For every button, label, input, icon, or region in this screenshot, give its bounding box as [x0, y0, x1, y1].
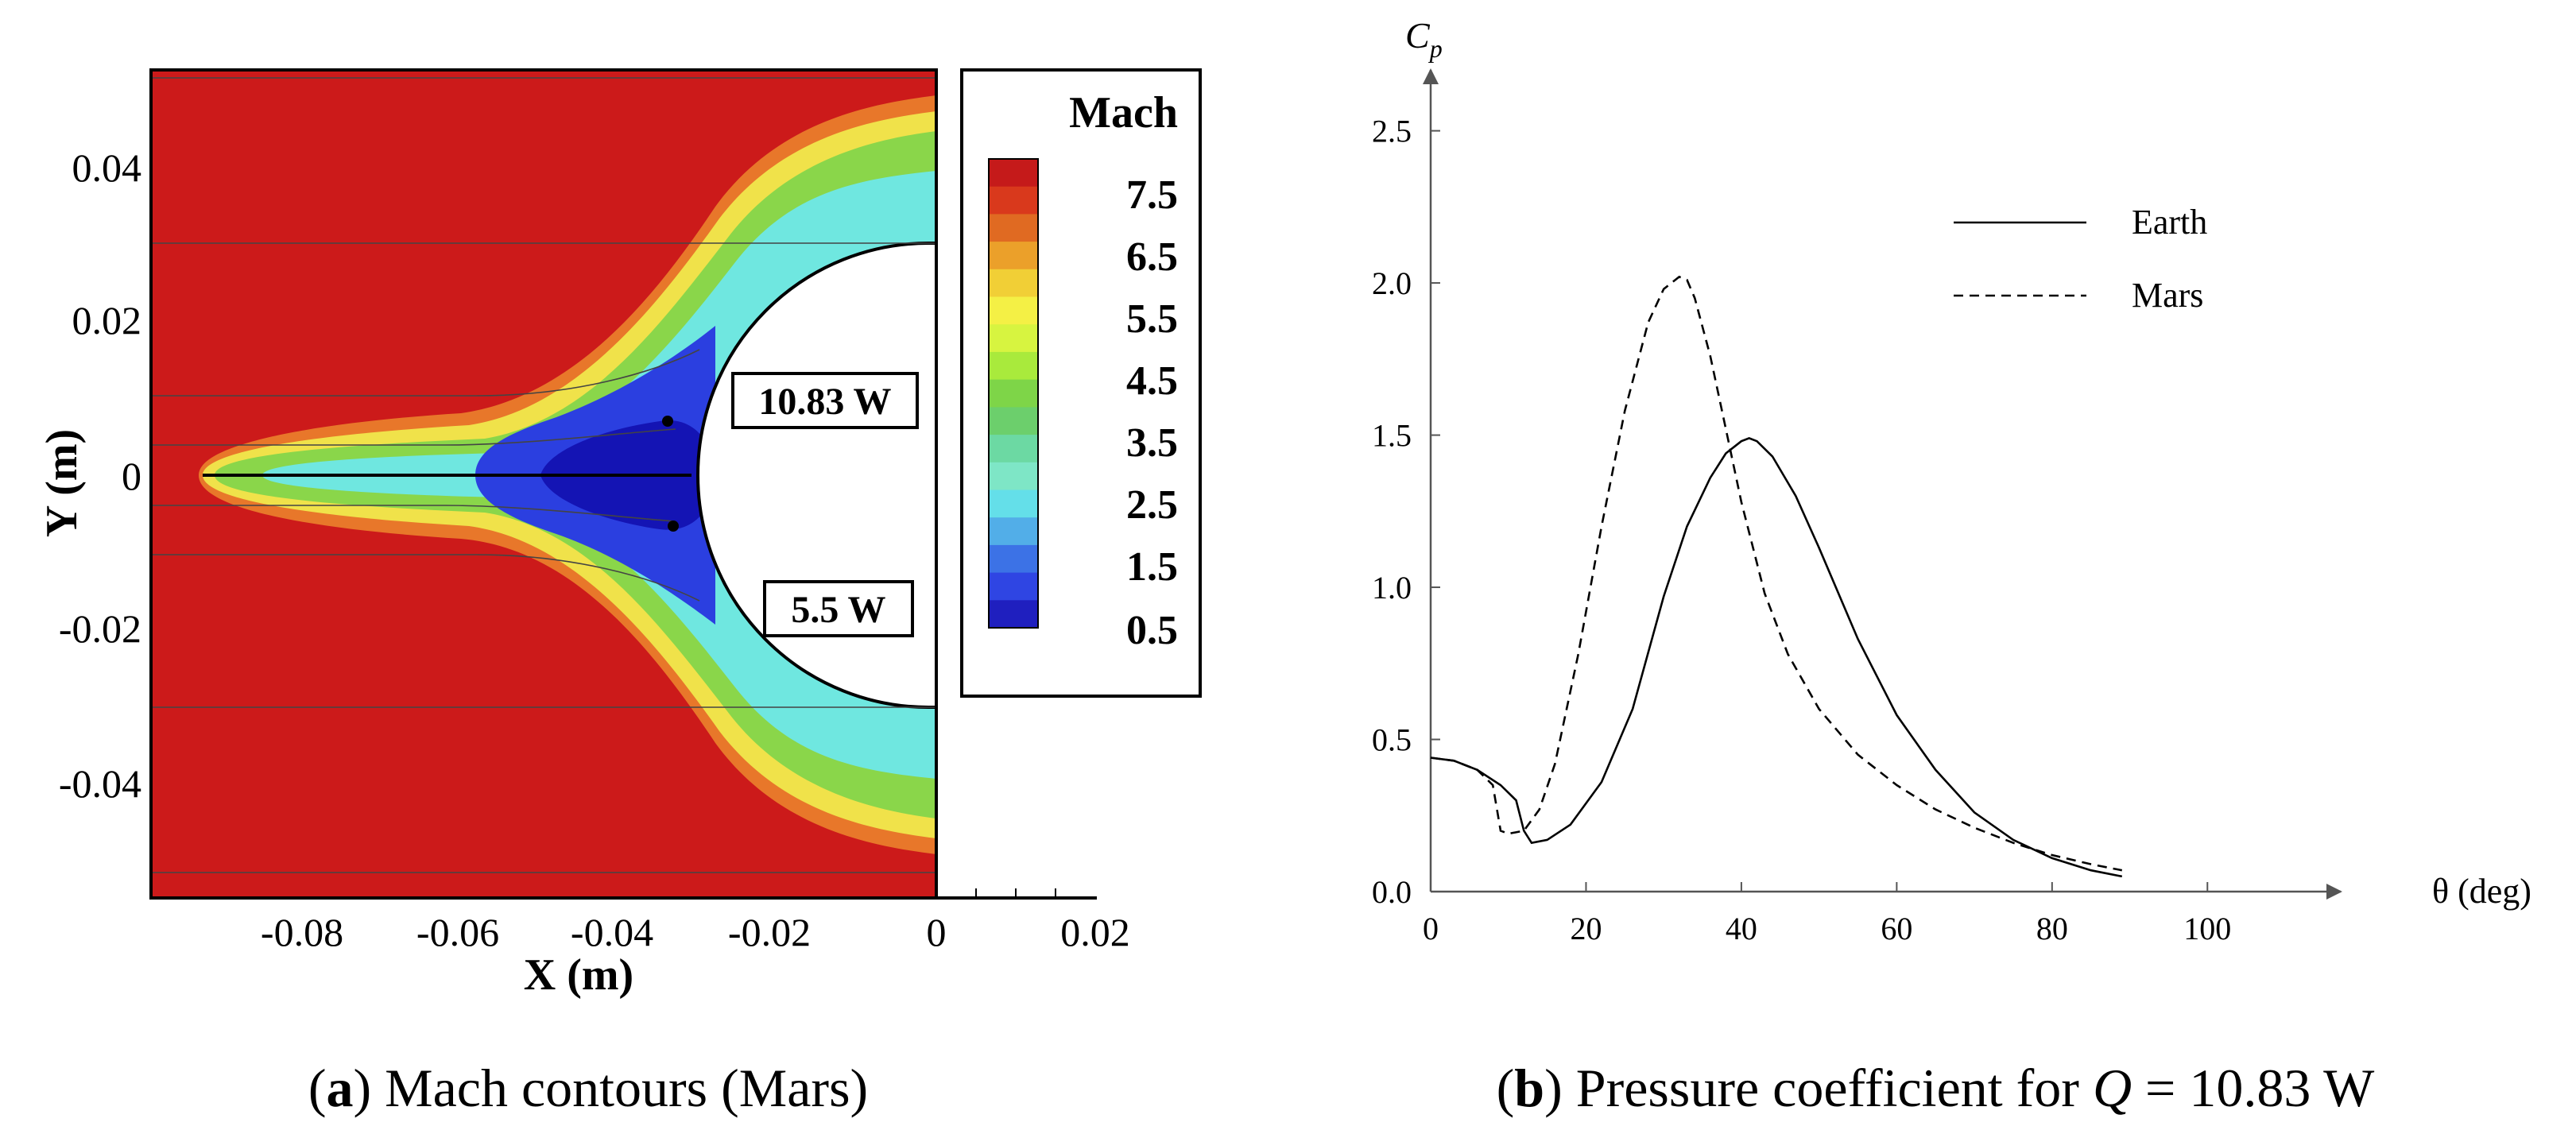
caption-b-value: = 10.83 W	[2145, 1058, 2375, 1118]
legend-label: 3.5	[1126, 420, 1178, 466]
panel-a-contour-plot: 0.04 0.02 0 -0.02 -0.04 -0.08 -0.06 -0.0…	[37, 68, 1202, 1000]
caption-b-var: Q	[2093, 1058, 2132, 1118]
panel-a-y-axis-label: Y (m)	[37, 429, 87, 537]
caption-b: (b) Pressure coefficient for Q = 10.83 W	[1497, 1058, 2376, 1118]
legend-label: 5.5	[1126, 296, 1178, 342]
minor-tick-marks	[975, 888, 1056, 898]
legend-label: 7.5	[1126, 172, 1178, 218]
panel-b-series	[1430, 275, 2123, 878]
y-tick-label: 2.5	[1372, 114, 1412, 149]
y-tick-label: 0	[122, 454, 141, 498]
legend-swatches	[988, 158, 1039, 629]
x-tick-label: -0.08	[261, 910, 343, 954]
legend-swatch	[989, 462, 1038, 491]
contour-field	[151, 70, 936, 898]
panel-b-ticks: 0 20 40 60 80 100 0.0 0.5 1.0 1.5 2.0 2.5	[1372, 114, 2231, 946]
legend-swatch	[989, 517, 1038, 546]
legend-swatch	[989, 242, 1038, 270]
legend-swatch	[989, 351, 1038, 381]
panel-b-line-chart: 0 20 40 60 80 100 0.0 0.5 1.0 1.5 2.0 2.5 Cp θ (deg…	[1372, 15, 2531, 946]
y-tick-label: 1.5	[1372, 418, 1412, 454]
legend-swatch	[989, 324, 1038, 353]
streamlines	[151, 77, 936, 873]
heater-dot-lower	[668, 520, 679, 532]
y-axis-label: Cp	[1405, 15, 1443, 63]
x-tick-label: -0.04	[571, 910, 653, 954]
plot-frame	[149, 68, 938, 900]
annotation-lower-text: 5.5 W	[791, 589, 885, 631]
legend-swatch	[989, 214, 1038, 242]
annotation-lower-box: 5.5 W	[763, 580, 914, 637]
streamline	[151, 554, 700, 602]
x-tick-label: 0	[1423, 911, 1439, 946]
caption-b-text: Pressure coefficient for	[1576, 1058, 2080, 1118]
caption-a-letter: a	[326, 1058, 353, 1118]
annotation-upper-text: 10.83 W	[758, 381, 891, 423]
legend-swatch	[989, 296, 1038, 325]
legend-label-earth: Earth	[2132, 203, 2207, 242]
caption-b-letter: b	[1514, 1058, 1544, 1118]
y-tick-label: 1.0	[1372, 570, 1412, 606]
streamline	[151, 349, 700, 397]
y-tick-label: 0.5	[1372, 722, 1412, 758]
x-tick-label: 20	[1570, 911, 1602, 946]
panel-b-legend: Earth Mars	[1954, 203, 2207, 315]
legend-swatch	[989, 490, 1038, 518]
caption-a: (a) Mach contours (Mars)	[308, 1058, 868, 1118]
caption-a-text: Mach contours (Mars)	[385, 1058, 868, 1118]
panel-a-x-ticks: -0.08 -0.06 -0.04 -0.02 0 0.02	[261, 910, 1130, 954]
y-tick-label: 0.0	[1372, 874, 1412, 910]
y-tick-label: 0.04	[72, 145, 142, 190]
y-tick-label: -0.02	[59, 606, 141, 651]
panel-a-x-axis-label: X (m)	[524, 950, 633, 1000]
series-line-earth	[1430, 437, 2123, 878]
streamline	[151, 505, 676, 522]
x-tick-label: 100	[2183, 911, 2231, 946]
legend-swatch	[989, 379, 1038, 408]
x-tick-label: 0	[927, 910, 947, 954]
legend-colorbar-frame	[988, 158, 1039, 629]
x-tick-label: 0.02	[1060, 910, 1130, 954]
legend-swatch	[989, 600, 1038, 629]
x-tick-label: 80	[2036, 911, 2068, 946]
streamline	[151, 428, 676, 446]
legend-swatch	[989, 544, 1038, 574]
legend-swatch	[989, 159, 1038, 188]
legend-label: 6.5	[1126, 234, 1178, 280]
legend-label: 1.5	[1126, 544, 1178, 590]
legend-label: 2.5	[1126, 482, 1178, 528]
x-tick-label: 40	[1726, 911, 1757, 946]
mach-legend: Mach 7.5 6.5 5.5 4.5 3.5 2.5 1.5 0.5	[960, 68, 1202, 698]
series-line-mars	[1430, 275, 2123, 872]
legend-swatch	[989, 269, 1038, 298]
legend-label: 0.5	[1126, 608, 1178, 653]
legend-labels: 7.5 6.5 5.5 4.5 3.5 2.5 1.5 0.5	[1126, 172, 1178, 653]
panel-a-y-ticks: 0.04 0.02 0 -0.02 -0.04	[59, 145, 141, 806]
x-tick-label: 60	[1881, 911, 1912, 946]
y-tick-label: 0.02	[72, 298, 142, 342]
legend-swatch	[989, 572, 1038, 601]
legend-swatch	[989, 407, 1038, 435]
annotation-upper-box: 10.83 W	[731, 372, 919, 429]
y-tick-label: -0.04	[59, 761, 141, 806]
heater-dot-upper	[662, 416, 673, 427]
y-tick-label: 2.0	[1372, 265, 1412, 301]
x-axis-label: θ (deg)	[2432, 872, 2531, 911]
legend-swatch	[989, 186, 1038, 215]
x-tick-label: -0.02	[728, 910, 811, 954]
legend-title: Mach	[1069, 88, 1178, 137]
legend-label-mars: Mars	[2132, 276, 2203, 315]
x-tick-label: -0.06	[416, 910, 499, 954]
legend-label: 4.5	[1126, 358, 1178, 404]
legend-swatch	[989, 435, 1038, 463]
